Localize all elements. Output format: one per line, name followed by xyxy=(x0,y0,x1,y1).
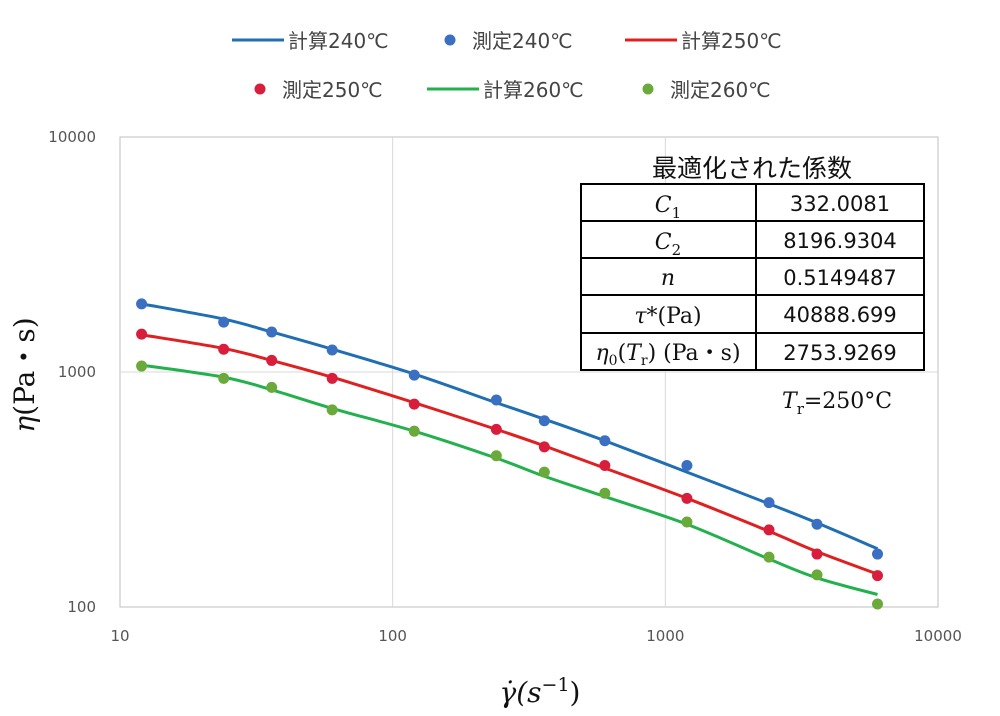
data-point-series-5 xyxy=(326,404,338,416)
data-point-series-1 xyxy=(136,298,148,310)
data-point-series-5 xyxy=(681,516,693,528)
data-point-series-3 xyxy=(136,328,148,340)
data-point-series-3 xyxy=(763,524,775,536)
legend-label: 計算250℃ xyxy=(681,29,782,53)
legend-swatch-marker xyxy=(254,83,266,95)
data-point-series-1 xyxy=(811,518,823,530)
data-point-series-1 xyxy=(408,369,420,381)
data-point-series-3 xyxy=(408,398,420,410)
x-tick-label: 10 xyxy=(110,627,129,645)
data-point-series-5 xyxy=(763,551,775,563)
data-point-series-3 xyxy=(538,441,550,453)
data-point-series-1 xyxy=(218,316,230,328)
coefficient-table: 最適化された係数 C1 C2 n τ*(Pa) η0(Tr) (Pa・s) 33… xyxy=(580,154,925,371)
series-markers xyxy=(136,298,884,610)
legend-swatch-marker xyxy=(444,34,456,46)
x-axis-label: γ̇(s−1) xyxy=(500,674,581,709)
data-point-series-5 xyxy=(218,372,230,384)
data-point-series-1 xyxy=(326,344,338,356)
tick-labels: 10 100 1000 10000 100 1000 10000 xyxy=(48,128,962,645)
data-point-series-3 xyxy=(326,372,338,384)
value-tau: 40888.699 xyxy=(783,303,897,327)
data-point-series-3 xyxy=(599,460,611,472)
data-point-series-3 xyxy=(490,423,502,435)
data-point-series-3 xyxy=(218,343,230,355)
legend: 計算240℃ 測定240℃ 計算250℃ 測定250℃ 計算260℃ 測定260℃ xyxy=(232,29,782,102)
value-c1: 332.0081 xyxy=(790,192,890,216)
data-point-series-5 xyxy=(811,569,823,581)
data-point-series-1 xyxy=(599,435,611,447)
data-point-series-5 xyxy=(872,598,884,610)
param-c1: C1 xyxy=(655,193,681,222)
legend-label: 測定260℃ xyxy=(670,78,771,102)
legend-label: 計算240℃ xyxy=(288,29,389,53)
x-tick-label: 100 xyxy=(378,627,407,645)
x-tick-label: 1000 xyxy=(646,627,684,645)
data-point-series-5 xyxy=(266,381,278,393)
y-axis-label: η(Pa・s) xyxy=(8,317,41,432)
legend-label: 計算260℃ xyxy=(483,78,584,102)
param-tau: τ*(Pa) xyxy=(634,304,701,329)
data-point-series-5 xyxy=(136,360,148,372)
x-tick-label: 10000 xyxy=(914,627,962,645)
param-eta0: η0(Tr) (Pa・s) xyxy=(595,341,740,369)
data-point-series-5 xyxy=(490,450,502,462)
legend-swatch-marker xyxy=(642,83,654,95)
data-point-series-3 xyxy=(681,492,693,504)
legend-label: 測定250℃ xyxy=(282,78,383,102)
y-tick-label: 100 xyxy=(67,598,96,616)
data-point-series-5 xyxy=(408,425,420,437)
legend-label: 測定240℃ xyxy=(472,29,573,53)
reference-temperature: Tr=250°C xyxy=(782,389,892,418)
value-eta0: 2753.9269 xyxy=(783,341,897,365)
data-point-series-1 xyxy=(490,394,502,406)
data-point-series-1 xyxy=(266,326,278,338)
param-n: n xyxy=(661,266,675,291)
value-n: 0.5149487 xyxy=(783,266,897,290)
value-c2: 8196.9304 xyxy=(783,229,897,253)
table-title: 最適化された係数 xyxy=(652,154,852,183)
y-tick-label: 10000 xyxy=(48,128,96,146)
data-point-series-3 xyxy=(811,548,823,560)
param-c2: C2 xyxy=(655,230,681,259)
data-point-series-5 xyxy=(599,487,611,499)
data-point-series-3 xyxy=(872,570,884,582)
y-tick-label: 1000 xyxy=(58,363,96,381)
data-point-series-1 xyxy=(681,460,693,472)
data-point-series-5 xyxy=(538,466,550,478)
data-point-series-1 xyxy=(538,415,550,427)
data-point-series-1 xyxy=(872,548,884,560)
data-point-series-3 xyxy=(266,354,278,366)
data-point-series-1 xyxy=(763,497,775,509)
